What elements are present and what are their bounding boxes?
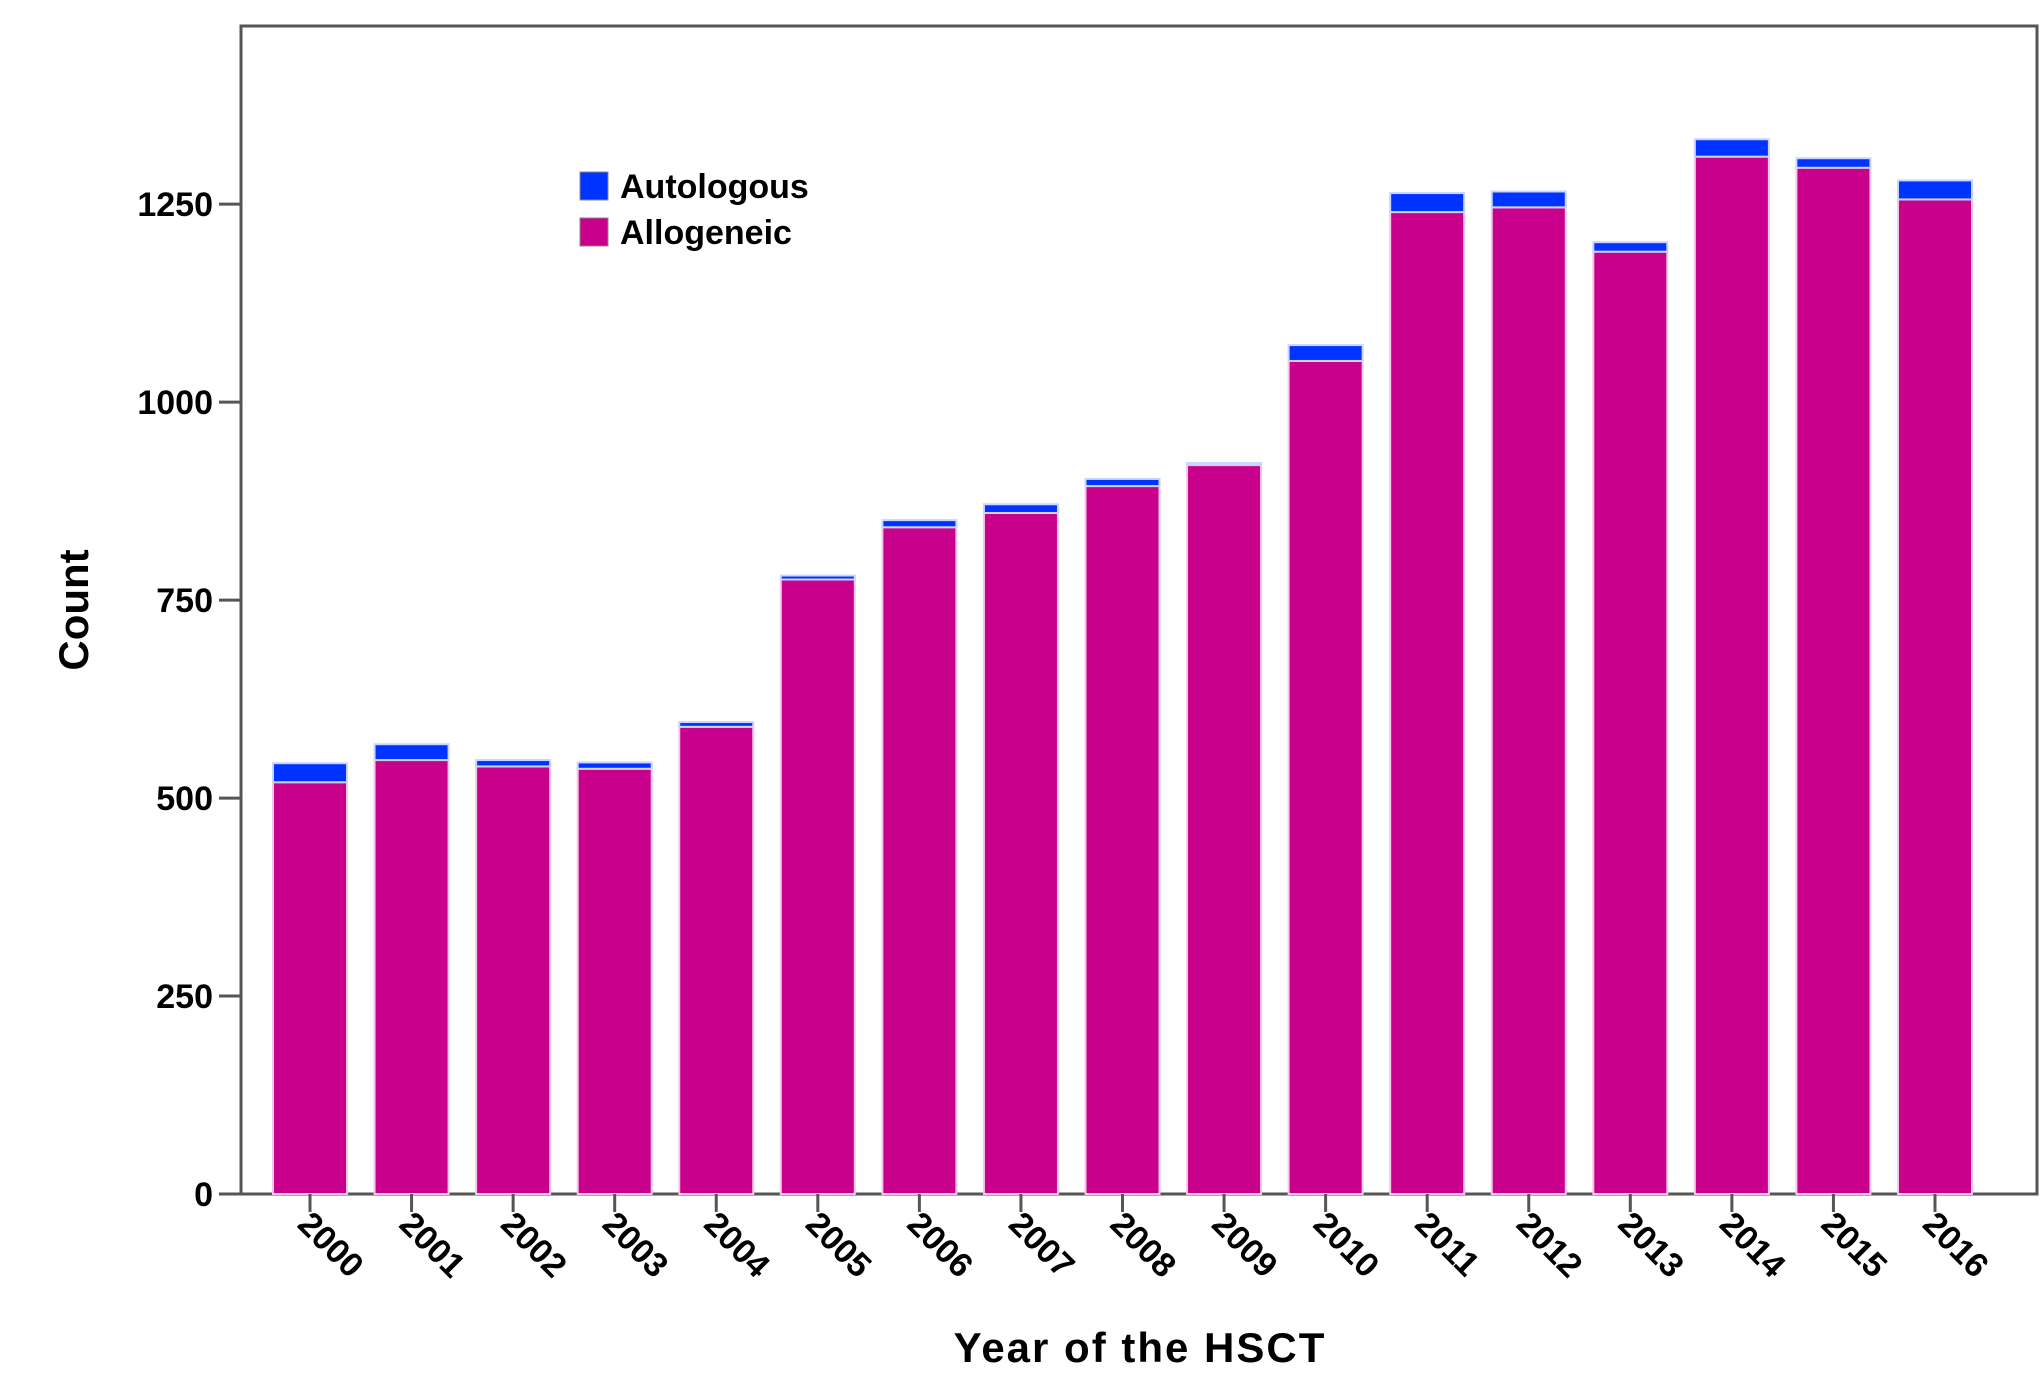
y-axis: 0 250 500 750 1000 1250 (137, 186, 241, 1214)
bar-autologous-2000 (272, 762, 348, 784)
x-tick-label: 2014 (1712, 1205, 1792, 1285)
bar-autologous-2011 (1389, 192, 1466, 214)
y-tick-label: 250 (156, 978, 213, 1016)
bar-autologous-2005 (779, 574, 856, 581)
bar-autologous-2003 (576, 761, 653, 770)
x-tick-label: 2010 (1306, 1205, 1386, 1285)
x-tick-label: 2001 (392, 1205, 472, 1285)
bar-group-2008 (1084, 477, 1161, 1195)
bar-group-2009 (1186, 462, 1263, 1196)
bar-autologous-2001 (373, 743, 450, 762)
x-tick-label: 2000 (290, 1205, 370, 1285)
legend-label-allogeneic: Allogeneic (620, 214, 792, 252)
bar-allogeneic-2008 (1084, 485, 1161, 1195)
bar-allogeneic-2003 (576, 767, 653, 1195)
bar-allogeneic-2006 (881, 526, 958, 1195)
bar-allogeneic-2002 (475, 765, 552, 1196)
y-tick-label: 750 (156, 582, 213, 620)
legend-swatch-allogeneic (579, 217, 609, 247)
y-tick-label: 1000 (137, 384, 213, 422)
bar-group-2014 (1693, 138, 1770, 1196)
bar-group-2004 (678, 721, 755, 1195)
x-axis: 2000 2001 2002 2003 2004 2005 2006 2007 2008 2009… (290, 1194, 1996, 1285)
legend: Autologous Allogeneic (579, 168, 809, 252)
bar-allogeneic-2004 (678, 725, 755, 1195)
bar-group-2001 (373, 743, 450, 1195)
x-tick-label: 2004 (697, 1205, 777, 1285)
y-tick-label: 500 (156, 780, 213, 818)
x-tick-label: 2016 (1915, 1205, 1995, 1285)
bar-group-2011 (1389, 192, 1466, 1195)
bar-autologous-2002 (475, 759, 552, 768)
legend-label-autologous: Autologous (620, 168, 809, 206)
x-axis-title: Year of the HSCT (954, 1324, 1327, 1371)
bar-autologous-2004 (678, 721, 755, 728)
bars (272, 138, 1973, 1196)
bar-allogeneic-2007 (982, 511, 1059, 1195)
bar-autologous-2014 (1693, 138, 1770, 158)
bar-allogeneic-2014 (1693, 155, 1770, 1196)
bar-autologous-2008 (1084, 477, 1161, 488)
bar-allogeneic-2016 (1897, 198, 1973, 1195)
bar-autologous-2012 (1490, 190, 1567, 209)
bar-group-2006 (881, 519, 958, 1195)
bar-allogeneic-2000 (272, 781, 348, 1196)
bar-allogeneic-2001 (373, 759, 450, 1195)
bar-autologous-2010 (1287, 344, 1364, 362)
x-tick-label: 2007 (1001, 1205, 1081, 1285)
x-tick-label: 2015 (1814, 1205, 1894, 1285)
bar-autologous-2009 (1186, 462, 1263, 467)
bar-group-2010 (1287, 344, 1364, 1196)
x-tick-label: 2008 (1103, 1205, 1183, 1285)
bar-autologous-2007 (982, 503, 1059, 514)
x-tick-label: 2009 (1204, 1205, 1284, 1285)
x-tick-label: 2011 (1408, 1205, 1487, 1284)
bar-group-2007 (982, 503, 1059, 1195)
bar-allogeneic-2009 (1186, 462, 1263, 1196)
bar-group-2000 (272, 762, 348, 1196)
y-tick-label: 1250 (137, 186, 213, 224)
x-tick-label: 2013 (1611, 1205, 1691, 1285)
x-tick-label: 2002 (493, 1205, 573, 1285)
x-tick-label: 2003 (595, 1205, 675, 1285)
legend-swatch-autologous (579, 171, 609, 201)
bar-allogeneic-2015 (1795, 166, 1872, 1195)
bar-allogeneic-2011 (1389, 211, 1466, 1195)
bar-group-2005 (779, 574, 856, 1195)
x-tick-label: 2005 (798, 1205, 878, 1285)
bar-allogeneic-2010 (1287, 359, 1364, 1196)
bar-allogeneic-2005 (779, 578, 856, 1195)
bar-group-2015 (1795, 157, 1872, 1195)
bar-allogeneic-2013 (1592, 250, 1669, 1196)
bar-group-2012 (1490, 190, 1567, 1195)
bar-autologous-2015 (1795, 157, 1872, 169)
bar-autologous-2016 (1897, 179, 1973, 201)
x-tick-label: 2012 (1509, 1205, 1589, 1285)
bar-autologous-2006 (881, 519, 958, 529)
y-tick-label: 0 (194, 1176, 213, 1214)
bar-group-2003 (576, 761, 653, 1195)
bar-group-2013 (1592, 241, 1669, 1196)
y-axis-title: Count (50, 549, 97, 670)
bar-group-2016 (1897, 179, 1973, 1195)
bar-allogeneic-2012 (1490, 206, 1567, 1195)
x-tick-label: 2006 (900, 1205, 980, 1285)
bar-autologous-2013 (1592, 241, 1669, 253)
bar-group-2002 (475, 759, 552, 1196)
